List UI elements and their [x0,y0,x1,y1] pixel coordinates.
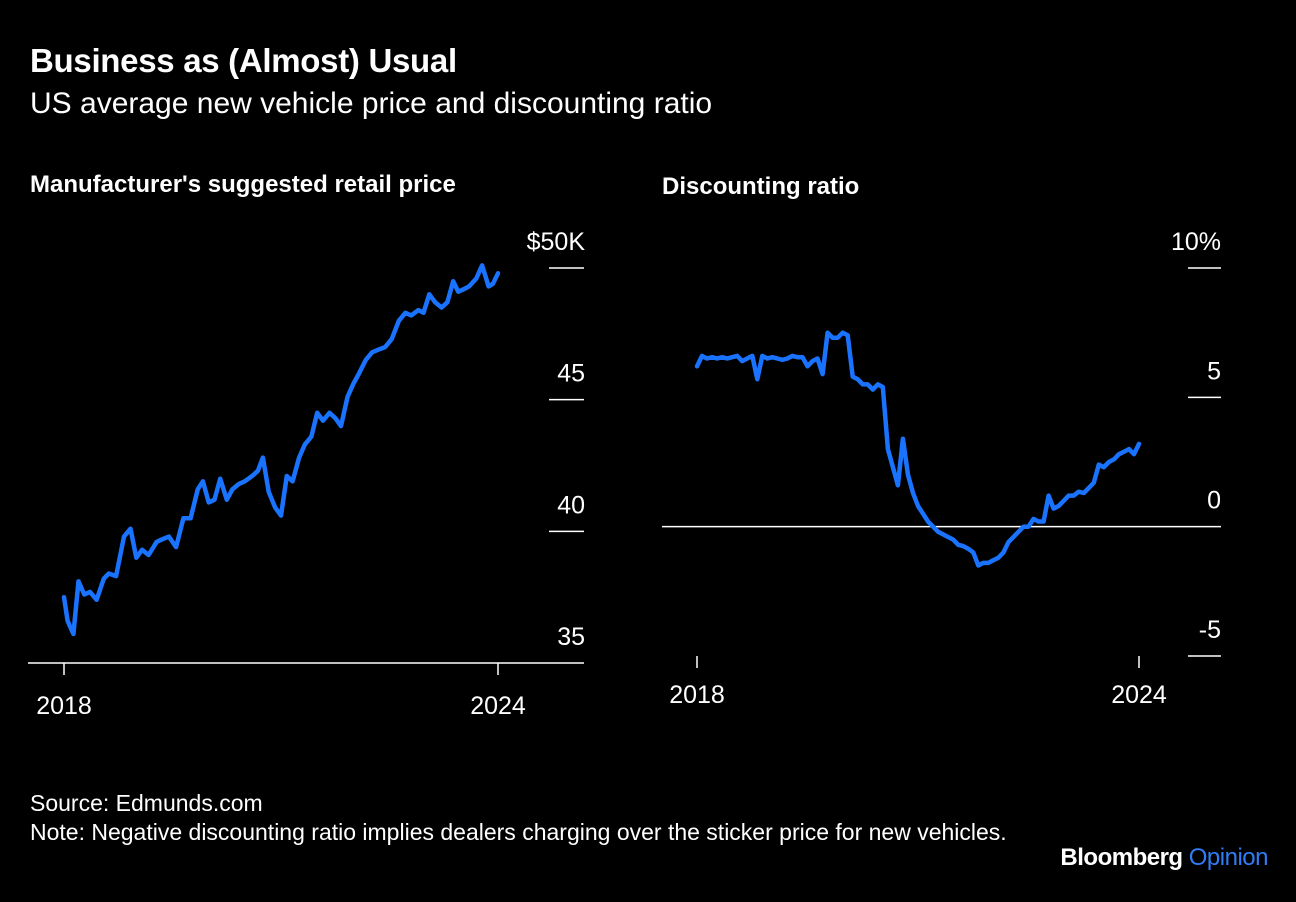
msrp-series-line [61,263,501,637]
panel-title-discounting: Discounting ratio [662,173,860,200]
panel-title-msrp: Manufacturer's suggested retail price [30,171,456,198]
discount-ytick-label-10: 10% [1171,228,1221,256]
discount-xtick-label-2018: 2018 [669,681,725,709]
chart-subtitle: US average new vehicle price and discoun… [30,87,713,120]
brand-accent: Opinion [1188,844,1269,871]
msrp-ytick-label-50: $50K [527,228,586,256]
footer: Source: Edmunds.com Note: Negative disco… [30,789,1040,847]
source-note: Source: Edmunds.com [30,790,263,816]
discount-xtick-label-2024: 2024 [1111,681,1167,709]
explanatory-note: Note: Negative discounting ratio implies… [30,819,1007,845]
msrp-xtick-label-2018: 2018 [36,692,92,720]
discount-series-line [694,330,1142,568]
discount-ytick-label--5: -5 [1199,616,1221,644]
brand-name: Bloomberg [1060,844,1183,871]
brand-logo: Bloomberg Opinion [1060,844,1268,872]
msrp-ytick-label-45: 45 [557,360,585,388]
discount-ytick-label-5: 5 [1207,357,1221,385]
msrp-xtick-label-2024: 2024 [470,692,526,720]
discount-ytick-label-0: 0 [1207,487,1221,515]
chart-title: Business as (Almost) Usual [30,42,457,79]
msrp-ytick-label-35: 35 [557,623,585,651]
msrp-ytick-label-40: 40 [557,491,585,519]
